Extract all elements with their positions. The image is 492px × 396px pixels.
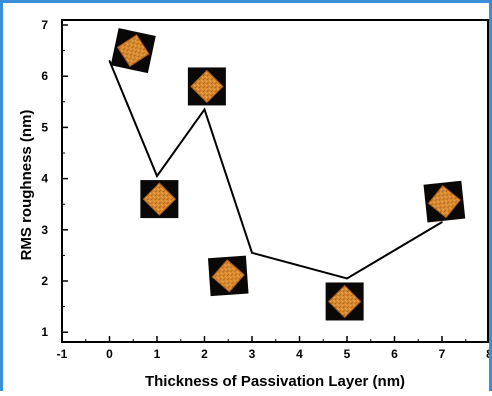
inset-diamond [142,182,177,216]
y-tick-label: 7 [41,18,48,32]
afm-inset-image [325,282,364,321]
x-tick-label: 6 [391,347,398,361]
data-point [251,252,253,254]
x-tick-label: 8 [486,347,489,361]
y-tick-label: 3 [41,223,48,237]
data-point [156,175,158,177]
data-point [441,221,443,223]
data-point [346,277,348,280]
x-tick-label: 0 [106,347,113,361]
y-tick-label: 1 [41,325,48,339]
y-tick-label: 6 [41,69,48,83]
afm-inset-image [423,180,466,223]
x-tick-label: 2 [201,347,208,361]
inset-diamond [116,34,150,67]
x-tick-label: 3 [249,347,256,361]
x-tick-label: 7 [439,347,446,361]
x-tick-label: 5 [344,347,351,361]
roughness-line [108,60,443,280]
afm-inset-image [140,180,179,219]
y-axis-title: RMS roughness (nm) [18,110,35,261]
data-point [108,60,111,62]
plot-area: -1 0 1 2 3 4 5 6 7 8 1 2 3 4 5 6 7 [41,18,492,361]
inset-diamond [190,69,224,104]
x-tick-label: 4 [296,347,303,361]
x-tick-label: -1 [57,347,68,361]
afm-inset-image [207,255,249,297]
y-tick-label: 2 [41,274,48,288]
x-axis-title: Thickness of Passivation Layer (nm) [145,373,405,390]
roughness-chart: -1 0 1 2 3 4 5 6 7 8 1 2 3 4 5 6 7 Thickness of Passivat… [18,18,492,390]
data-point [203,108,206,111]
y-tick-label: 5 [41,120,48,134]
afm-inset-image [187,67,226,106]
axes-box [61,19,489,343]
inset-diamond [211,259,245,293]
y-tick-label: 4 [41,172,48,186]
afm-inset-image [110,28,156,74]
inset-diamond [327,284,362,319]
inset-diamond [427,185,461,219]
x-tick-label: 1 [154,347,161,361]
